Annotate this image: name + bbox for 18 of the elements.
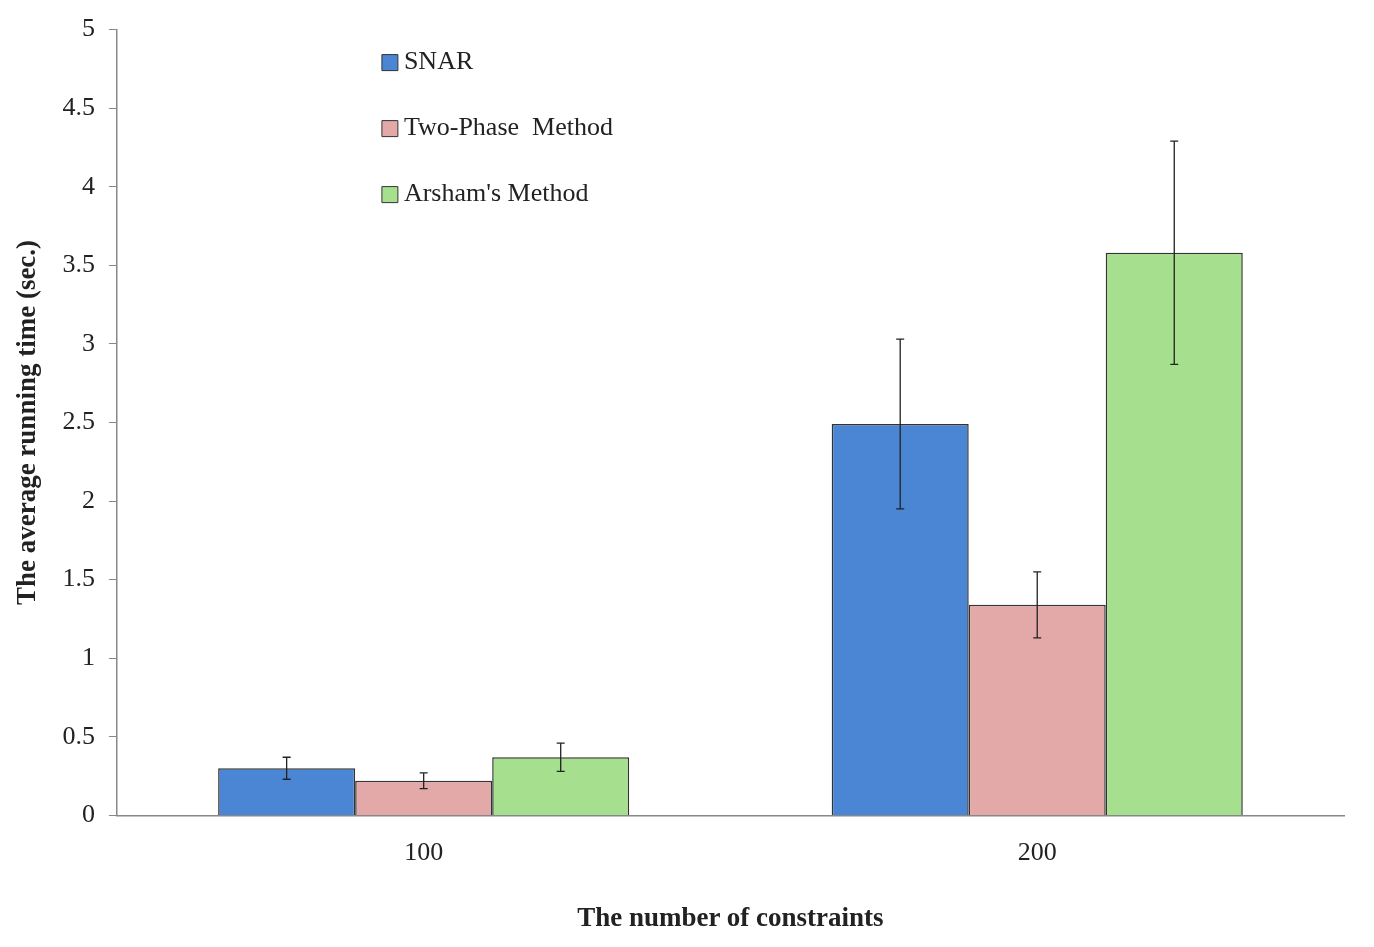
y-tick-label: 0.5: [62, 720, 95, 750]
legend-label: Arsham's Method: [403, 178, 589, 208]
y-tick-label: 3.5: [62, 249, 95, 279]
y-tick-label: 4.5: [62, 92, 95, 122]
y-axis-title: The average running time (sec.): [11, 239, 42, 606]
x-tick-label: 100: [404, 836, 444, 866]
y-tick-label: 4: [81, 170, 95, 200]
legend-label: SNAR: [403, 46, 474, 76]
y-tick-label: 3: [81, 327, 95, 357]
x-tick-label: 200: [1017, 836, 1057, 866]
y-tick-label: 2: [81, 484, 95, 514]
x-axis-title: The number of constraints: [577, 901, 884, 932]
y-tick-label: 1: [81, 642, 95, 672]
legend-label: Two-Phase Method: [403, 112, 613, 142]
y-tick-label: 1.5: [62, 563, 95, 593]
y-tick-label: 5: [81, 13, 95, 43]
y-tick-label: 2.5: [62, 406, 95, 436]
y-tick-label: 0: [81, 799, 95, 829]
